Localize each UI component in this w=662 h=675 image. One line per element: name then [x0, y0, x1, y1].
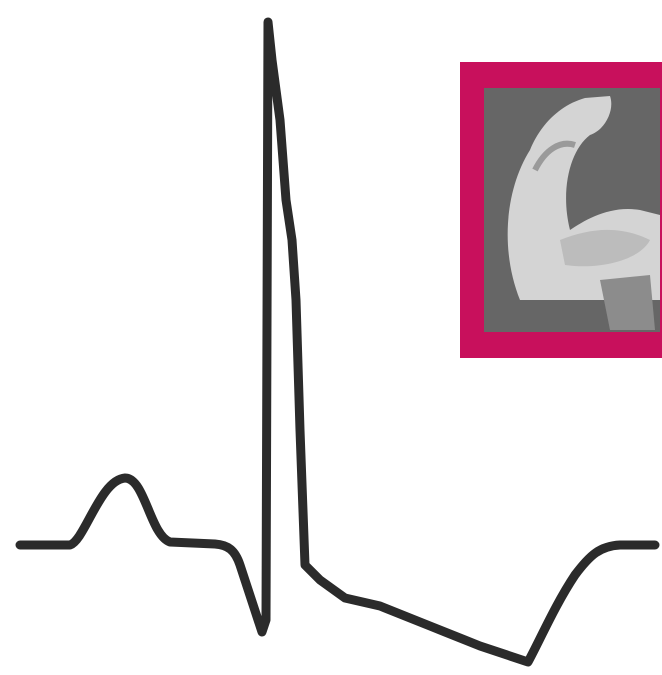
- photo-frame: [460, 62, 662, 358]
- ecg-trace: [15, 17, 660, 667]
- hand: [600, 275, 655, 330]
- forearm: [560, 229, 650, 267]
- muscle-shadow: [532, 140, 576, 172]
